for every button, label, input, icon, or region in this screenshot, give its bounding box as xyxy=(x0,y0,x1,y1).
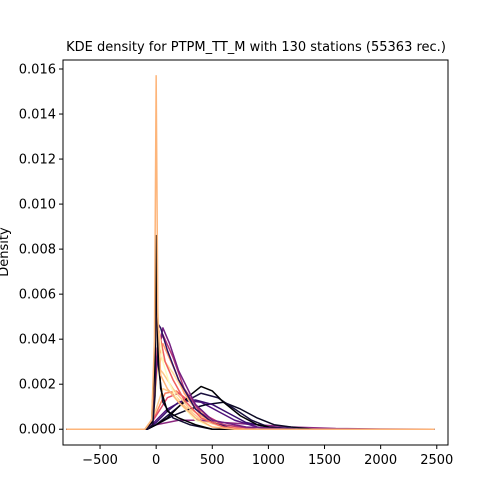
x-tick-label: 500 xyxy=(200,453,225,468)
y-tick-label: 0.002 xyxy=(19,378,56,393)
x-axis: −500 0 500 1000 1500 2000 2500 xyxy=(82,445,453,468)
series-line-5 xyxy=(66,320,435,430)
x-tick-label: 1500 xyxy=(308,453,341,468)
x-tick-label: −500 xyxy=(82,453,118,468)
x-tick-label: 2500 xyxy=(420,453,453,468)
series-line-11 xyxy=(66,385,435,430)
y-tick-label: 0.012 xyxy=(19,153,56,168)
x-tick-label: 2000 xyxy=(364,453,397,468)
y-tick-label: 0.004 xyxy=(19,333,56,348)
y-tick-label: 0.014 xyxy=(19,108,56,123)
series-line-1 xyxy=(66,234,435,430)
series-line-9 xyxy=(66,356,435,430)
y-axis-label: Density xyxy=(0,227,12,277)
series-line-3 xyxy=(66,250,435,430)
y-tick-label: 0.008 xyxy=(19,243,56,258)
series-line-2 xyxy=(66,246,435,430)
y-axis: 0.000 0.002 0.004 0.006 0.008 0.010 0.012 0.014… xyxy=(19,63,63,438)
chart-title: KDE density for PTPM_TT_M with 130 stati… xyxy=(66,40,446,55)
series-line-8 xyxy=(66,342,435,430)
y-tick-label: 0.010 xyxy=(19,198,56,213)
plot-frame xyxy=(62,59,449,446)
y-tick-label: 0.016 xyxy=(19,63,56,78)
y-tick-label: 0.000 xyxy=(19,423,56,438)
x-tick-label: 0 xyxy=(152,453,160,468)
y-tick-label: 0.006 xyxy=(19,288,56,303)
series-line-0 xyxy=(66,75,435,430)
series-line-4 xyxy=(66,275,435,430)
series-layer xyxy=(66,75,435,430)
x-tick-label: 1000 xyxy=(252,453,285,468)
